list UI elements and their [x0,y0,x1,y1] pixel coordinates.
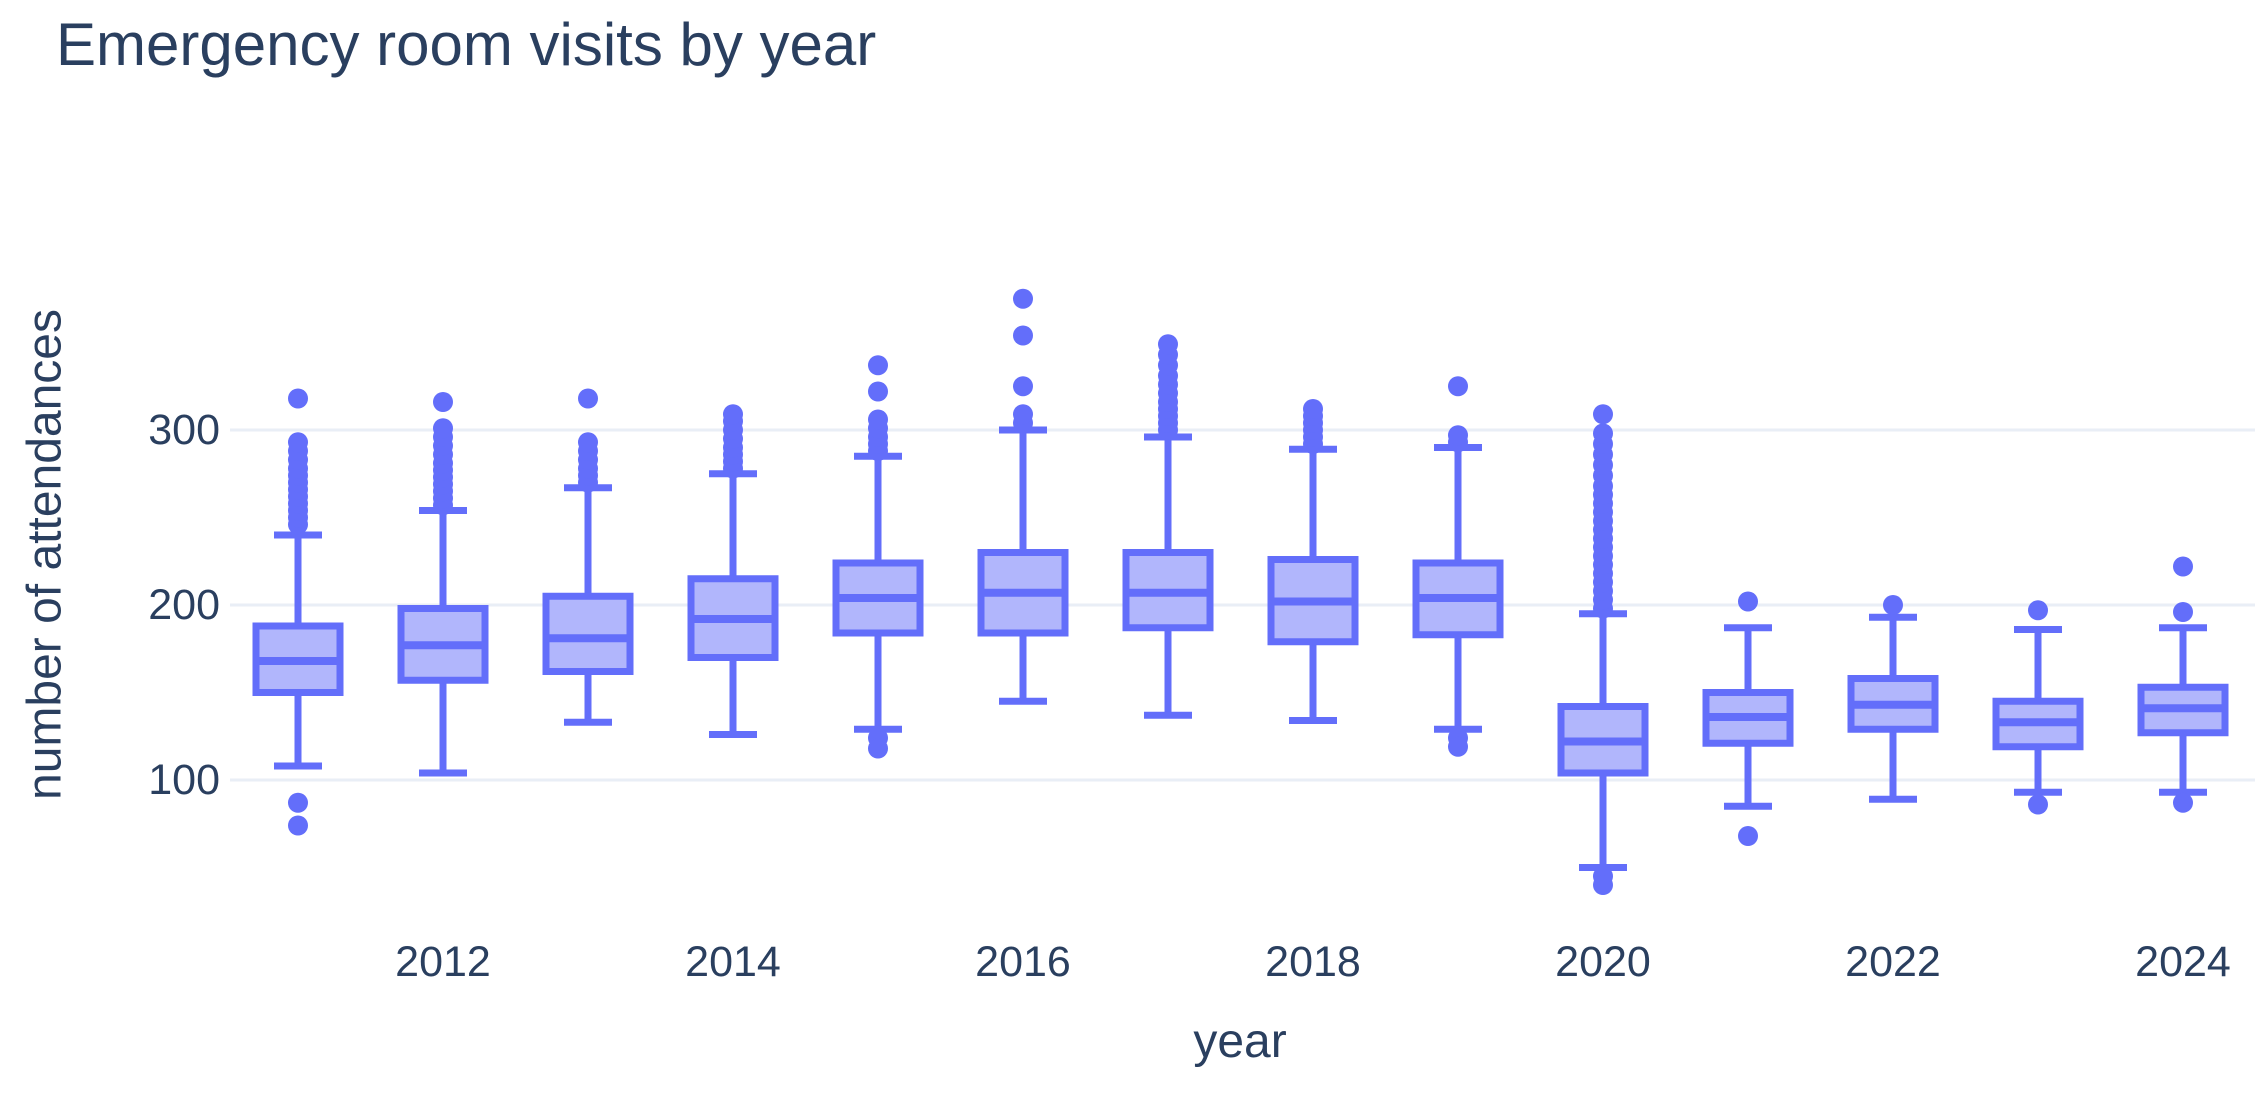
x-tick-2024: 2024 [2135,938,2231,986]
outlier-point [1593,404,1613,425]
outlier-point [1448,425,1468,446]
outlier-point [288,388,308,409]
box-2024 [2137,556,2229,813]
outlier-point [1013,376,1033,397]
box-2017 [1122,334,1214,719]
outlier-point [868,355,888,376]
y-tick-200: 200 [148,581,220,629]
x-tick-2022: 2022 [1845,938,1941,986]
outlier-point [868,409,888,430]
box-2016 [977,288,1069,705]
outlier-point [1593,875,1613,895]
x-tick-2016: 2016 [975,938,1071,986]
outlier-point [2173,792,2193,813]
box-2018 [1267,399,1359,724]
box-2020 [1557,404,1649,895]
box-2023 [1992,600,2084,815]
outlier-point [723,404,743,425]
outlier-point [868,738,888,759]
chart-title: Emergency room visits by year [56,11,877,78]
outlier-point [1448,736,1468,757]
outlier-point [868,381,888,402]
x-tick-2012: 2012 [395,938,491,986]
x-axis-title: year [1193,1015,1287,1068]
outlier-point [1303,399,1323,419]
outlier-point [1448,376,1468,397]
box-2019 [1412,376,1504,757]
outlier-point [433,392,453,412]
outlier-point [2173,602,2193,622]
outlier-point [1013,325,1033,346]
y-tick-300: 300 [148,406,220,454]
outlier-point [2028,600,2048,621]
x-tick-2018: 2018 [1265,938,1361,986]
x-tick-2020: 2020 [1555,938,1651,986]
outlier-point [288,792,308,813]
box-rect [542,592,634,675]
outlier-point [1158,334,1178,355]
outlier-point [1738,591,1758,612]
x-tick-2014: 2014 [685,938,781,986]
outlier-point [288,815,308,836]
outlier-point [1013,404,1033,425]
outlier-point [1013,288,1033,309]
box-2012 [397,392,489,777]
outlier-point [2173,556,2193,577]
outlier-point [1593,423,1613,444]
box-2022 [1847,595,1939,803]
outlier-point [288,432,308,453]
outlier-point [1738,826,1758,846]
box-2021 [1702,591,1794,846]
outlier-point [433,418,453,439]
outlier-point [578,388,598,409]
box-2011 [252,388,344,836]
box-2015 [832,355,924,759]
outlier-point [1883,595,1903,615]
outlier-point [578,432,598,453]
outlier-point [2028,794,2048,815]
box-2013 [542,388,634,726]
y-tick-100: 100 [148,756,220,804]
box-2014 [687,404,779,738]
